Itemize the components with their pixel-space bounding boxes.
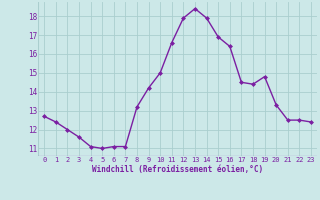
X-axis label: Windchill (Refroidissement éolien,°C): Windchill (Refroidissement éolien,°C) bbox=[92, 165, 263, 174]
